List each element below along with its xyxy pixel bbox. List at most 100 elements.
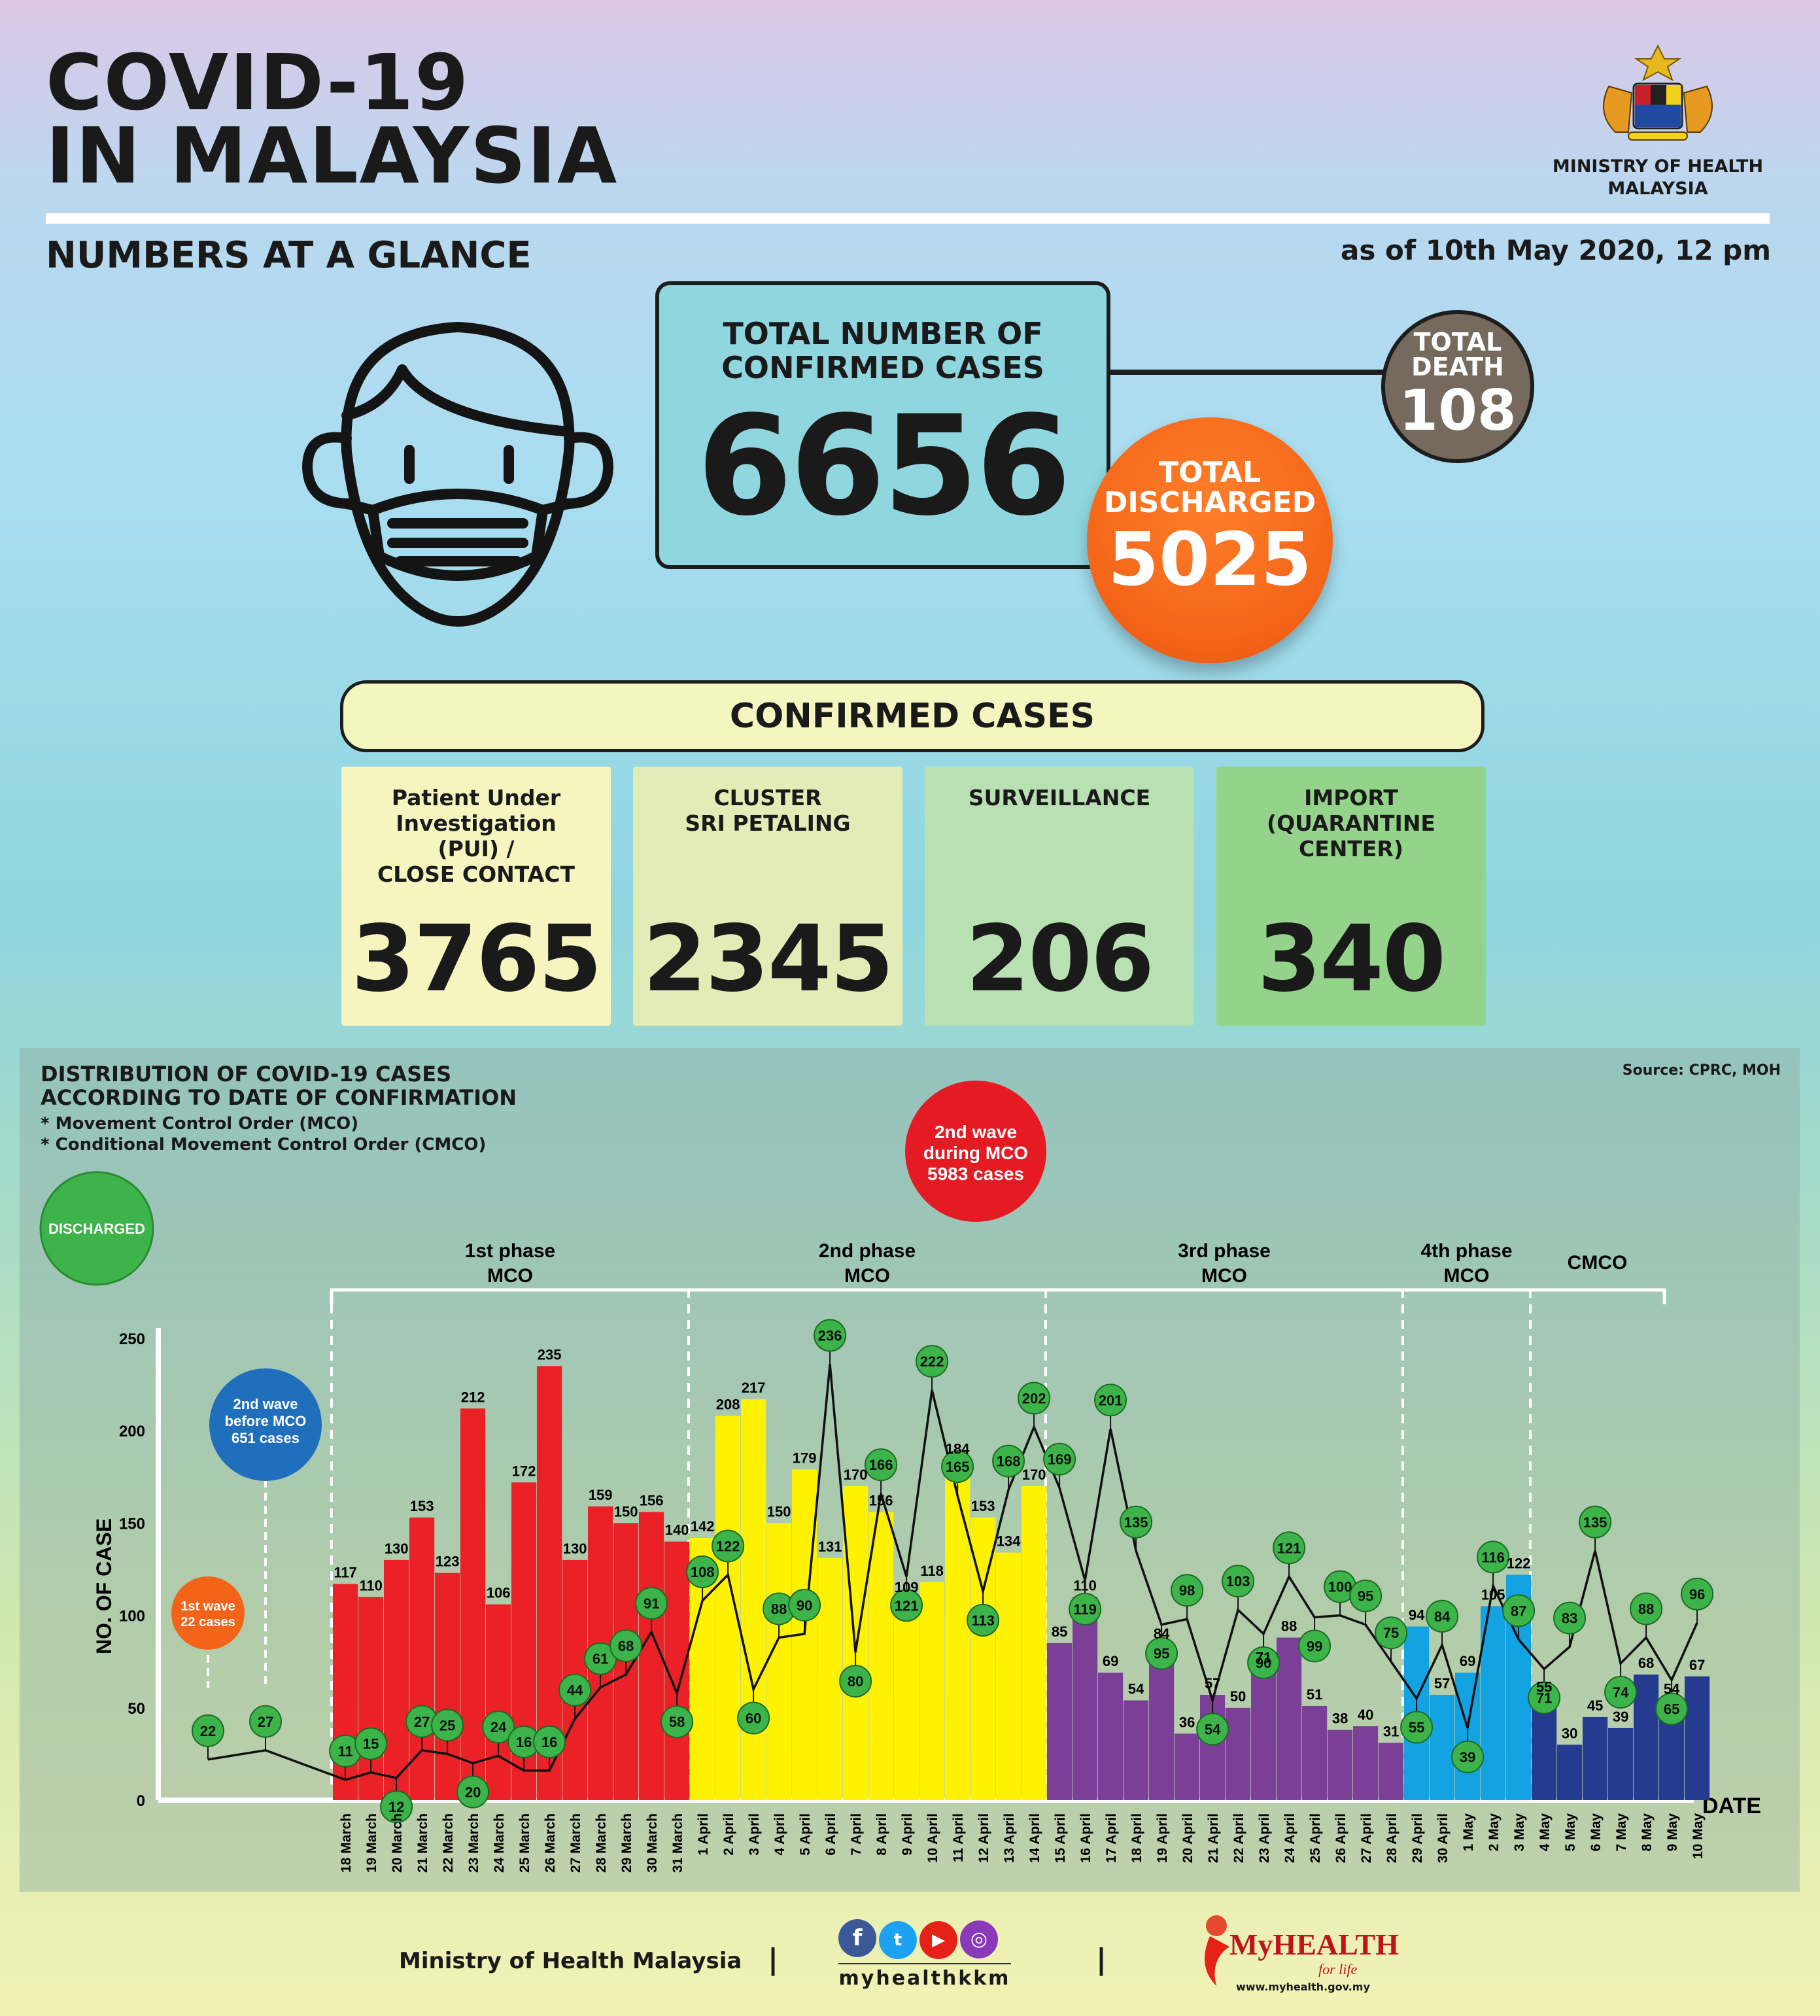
bar-value-label: 54 <box>1128 1681 1144 1697</box>
discharged-point <box>737 1701 770 1735</box>
bar-13-april <box>996 1552 1022 1800</box>
facebook-icon[interactable]: f <box>838 1919 876 1957</box>
x-tick-label: 24 March <box>492 1813 507 1873</box>
x-tick-label: 5 April <box>798 1813 813 1856</box>
bar-3-april <box>741 1399 766 1800</box>
bar-value-label: 68 <box>1638 1655 1654 1671</box>
bar-value-label: 30 <box>1562 1725 1577 1741</box>
total-confirmed-card: TOTAL NUMBER OF CONFIRMED CASES 6656 <box>655 281 1110 569</box>
discharged-point <box>1094 1383 1127 1417</box>
discharged-point <box>1426 1599 1459 1633</box>
y-tick-label: 100 <box>119 1608 145 1625</box>
discharged-point <box>890 1589 923 1622</box>
social-handle[interactable]: myhealthkkm <box>838 1963 1011 1990</box>
discharged-point <box>1171 1574 1204 1607</box>
discharged-value-label: 95 <box>1154 1646 1169 1662</box>
discharged-value-label: 55 <box>1409 1720 1424 1736</box>
phase-label: MCO <box>487 1265 533 1287</box>
discharged-point <box>610 1629 643 1662</box>
discharged-value-label: 88 <box>1638 1601 1654 1617</box>
category-value: 340 <box>1257 906 1446 1013</box>
x-tick-label: 10 April <box>925 1813 940 1863</box>
bar-19-april <box>1149 1644 1175 1800</box>
discharged-value-label: 12 <box>388 1799 404 1815</box>
discharged-point <box>1273 1531 1306 1565</box>
discharged-point <box>1400 1711 1434 1744</box>
bar-23-april <box>1251 1669 1277 1800</box>
total-death-badge: TOTAL DEATH 108 <box>1381 310 1534 463</box>
twitter-icon[interactable]: t <box>879 1921 917 1959</box>
discharged-legend-text: DISCHARGED <box>48 1221 145 1237</box>
bar-value-label: 31 <box>1383 1723 1399 1739</box>
discharged-point <box>1604 1676 1638 1709</box>
x-tick-label: 23 March <box>466 1813 481 1873</box>
myhealth-url[interactable]: www.myhealth.gov.my <box>1236 1981 1370 1993</box>
discharged-point <box>1630 1592 1663 1625</box>
x-tick-label: 29 April <box>1410 1813 1425 1863</box>
x-tick-label: 25 March <box>517 1813 532 1873</box>
x-tick-label: 20 March <box>390 1813 405 1873</box>
discharged-value-label: 169 <box>1048 1451 1072 1468</box>
bar-5-may <box>1557 1745 1583 1800</box>
phase-label: 3rd phase <box>1178 1240 1271 1262</box>
discharged-point <box>1145 1637 1178 1670</box>
bar-8-april <box>868 1512 894 1800</box>
section-subtitle: NUMBERS AT A GLANCE <box>46 234 532 277</box>
bar-value-label: 142 <box>691 1518 715 1535</box>
bar-value-label: 179 <box>793 1450 817 1467</box>
wave2-before-text: 2nd wave <box>233 1396 298 1412</box>
phase-bracket <box>330 1288 1666 1304</box>
discharged-value-label: 24 <box>490 1719 507 1735</box>
instagram-icon[interactable]: ◎ <box>960 1920 998 1958</box>
ministry-name: MINISTRY OF HEALTH MALAYSIA <box>1530 156 1785 200</box>
wave1-badge <box>171 1576 245 1650</box>
x-tick-label: 1 April <box>696 1813 711 1856</box>
discharged-point <box>635 1587 668 1620</box>
total-confirmed-label-line2: CONFIRMED CASES <box>721 350 1044 385</box>
discharged-point <box>482 1711 515 1744</box>
discharged-point <box>1375 1616 1408 1650</box>
bar-value-label: 170 <box>844 1467 868 1483</box>
x-tick-label: 27 March <box>568 1813 583 1873</box>
discharged-value-label: 84 <box>1434 1608 1451 1625</box>
chart-note-cmco: * Conditional Movement Control Order (CM… <box>41 1135 487 1155</box>
bar-value-label: 71 <box>1256 1649 1271 1665</box>
category-label: IMPORT <box>1304 785 1398 810</box>
discharged-point <box>686 1555 719 1589</box>
discharged-value-label: 121 <box>1277 1540 1301 1556</box>
bar-value-label: 118 <box>920 1563 944 1579</box>
chart-title-line2: ACCORDING TO DATE OF CONFIRMATION <box>41 1085 517 1110</box>
x-tick-label: 2 April <box>721 1813 736 1856</box>
youtube-icon[interactable]: ▶ <box>919 1921 957 1959</box>
y-tick-label: 150 <box>119 1515 145 1533</box>
bar-30-april <box>1430 1695 1455 1800</box>
discharged-value-label: 80 <box>848 1673 863 1690</box>
discharged-point <box>456 1775 490 1809</box>
bar-value-label: 153 <box>971 1498 995 1514</box>
discharged-point <box>1222 1565 1255 1598</box>
x-tick-label: 31 March <box>670 1813 685 1873</box>
discharged-value-label: 168 <box>997 1453 1021 1470</box>
category-label: CLUSTER <box>713 785 822 810</box>
category-value: 2345 <box>643 906 894 1013</box>
discharged-value-label: 119 <box>1073 1601 1097 1618</box>
bar-value-label: 51 <box>1307 1686 1322 1703</box>
discharged-point <box>354 1727 388 1760</box>
chart-source: Source: CPRC, MOH <box>1622 1062 1781 1079</box>
discharged-value-label: 135 <box>1124 1514 1148 1531</box>
coat-of-arms-logo <box>1570 41 1746 145</box>
total-death-label-line1: TOTAL <box>1413 328 1502 356</box>
bar-18-april <box>1124 1700 1149 1800</box>
discharged-value-label: 74 <box>1613 1684 1629 1701</box>
discharged-value-label: 60 <box>746 1711 761 1727</box>
x-tick-label: 19 April <box>1155 1813 1170 1863</box>
x-tick-label: 29 March <box>619 1813 634 1873</box>
bar-22-march <box>435 1573 460 1800</box>
y-axis-title: NO. OF CASE <box>92 1518 116 1654</box>
phase-label: 4th phase <box>1420 1240 1512 1262</box>
phase-label: CMCO <box>1568 1252 1628 1274</box>
category-card-surveillance: SURVEILLANCE 206 <box>925 767 1194 1026</box>
x-tick-label: 8 May <box>1640 1813 1655 1852</box>
x-tick-label: 24 April <box>1282 1813 1297 1863</box>
x-tick-label: 17 April <box>1104 1813 1119 1863</box>
